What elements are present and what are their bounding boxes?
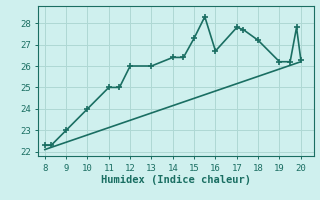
X-axis label: Humidex (Indice chaleur): Humidex (Indice chaleur): [101, 175, 251, 185]
